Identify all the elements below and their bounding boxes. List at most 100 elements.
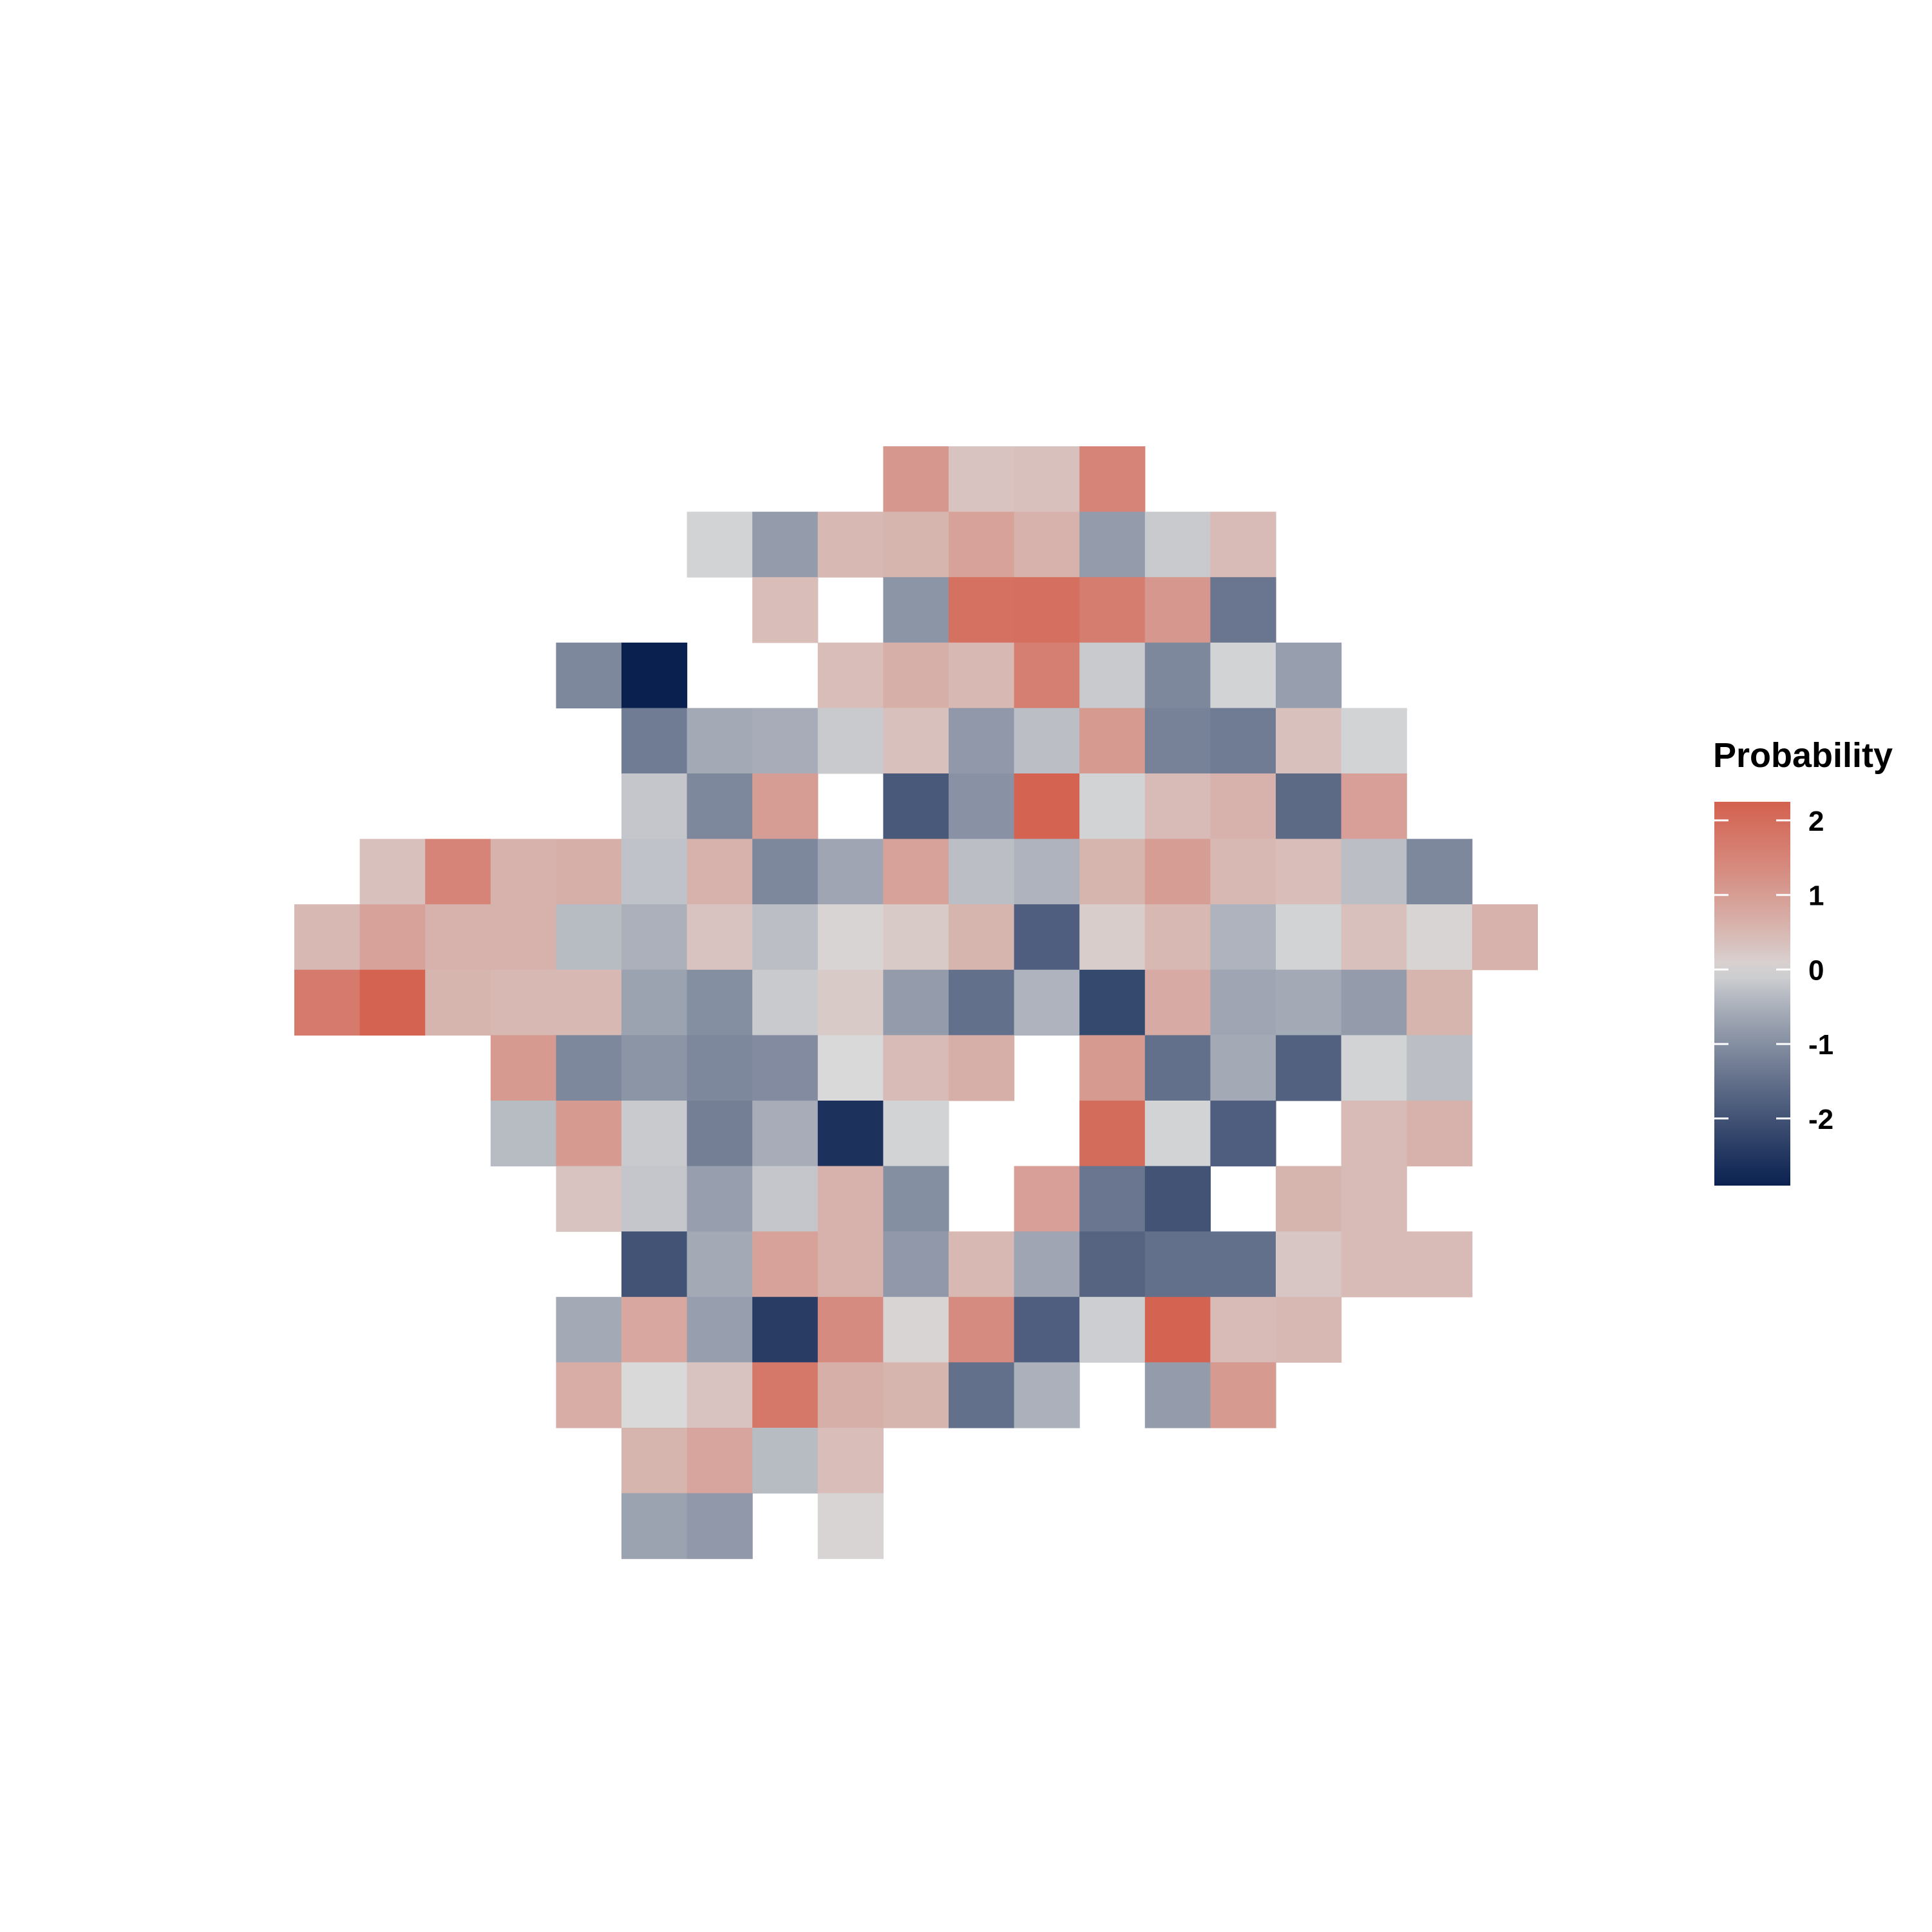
heatmap-cell: [883, 511, 949, 578]
heatmap-cell: [621, 773, 688, 840]
heatmap-cell: [1079, 1035, 1146, 1101]
heatmap-cell: [949, 969, 1015, 1036]
heatmap-cell: [1210, 1296, 1276, 1363]
heatmap-cell: [1406, 1101, 1473, 1167]
heatmap-cell: [752, 1035, 819, 1101]
heatmap-cell: [687, 1493, 753, 1559]
heatmap-cell: [294, 969, 361, 1036]
heatmap-cell: [1144, 708, 1211, 774]
heatmap-cell: [1276, 1296, 1342, 1363]
heatmap-cell: [883, 642, 949, 708]
heatmap-cell: [883, 773, 949, 840]
heatmap-cell: [817, 904, 884, 971]
heatmap-cell: [883, 577, 949, 643]
heatmap-cell: [1210, 1035, 1276, 1101]
heatmap-cell: [556, 969, 622, 1036]
heatmap-cell: [1276, 969, 1342, 1036]
heatmap-cell: [883, 1362, 949, 1428]
heatmap-cell: [687, 1362, 753, 1428]
heatmap-cell: [621, 1166, 688, 1232]
legend-ticks: 2 1 0 -1 -2: [1714, 806, 1833, 1135]
heatmap-cell: [883, 1101, 949, 1167]
heatmap-cell: [687, 1035, 753, 1101]
heatmap-cell: [687, 773, 753, 840]
heatmap-cell: [817, 1101, 884, 1167]
heatmap-cell: [1472, 904, 1538, 971]
heatmap-cell: [621, 1428, 688, 1494]
heatmap-cell: [556, 1166, 622, 1232]
heatmap-cell: [687, 1166, 753, 1232]
heatmap-cell: [490, 969, 556, 1036]
heatmap-cell: [949, 773, 1015, 840]
heatmap-cell: [1144, 969, 1211, 1036]
heatmap-cell: [1406, 969, 1473, 1036]
heatmap-cell: [883, 446, 949, 513]
heatmap-cell: [1406, 904, 1473, 971]
heatmap-cell: [687, 904, 753, 971]
heatmap-cell: [949, 446, 1015, 513]
heatmap-cell: [1406, 838, 1473, 905]
heatmap-cell: [752, 1101, 819, 1167]
heatmap-cell: [621, 708, 688, 774]
heatmap-cell: [621, 1101, 688, 1167]
legend-title: Probability: [1713, 736, 1893, 775]
heatmap-cell: [1276, 1231, 1342, 1298]
heatmap-cell: [949, 1362, 1015, 1428]
heatmap-cell: [949, 838, 1015, 905]
heatmap-cell: [1276, 1166, 1342, 1232]
heatmap-cell: [359, 838, 426, 905]
heatmap-cell: [949, 1296, 1015, 1363]
heatmap-cell: [817, 1362, 884, 1428]
heatmap-cell: [490, 904, 556, 971]
heatmap-cell: [883, 1035, 949, 1101]
heatmap-cell: [1144, 1231, 1211, 1298]
heatmap-cell: [817, 1231, 884, 1298]
heatmap-cell: [1079, 1166, 1146, 1232]
heatmap-cell: [1276, 1035, 1342, 1101]
heatmap-cell: [1014, 904, 1080, 971]
heatmap-cell: [687, 1296, 753, 1363]
heatmap-cell: [1144, 904, 1211, 971]
heatmap-cell: [556, 1362, 622, 1428]
heatmap-cell: [621, 1035, 688, 1101]
heatmap-cell: [817, 1428, 884, 1494]
heatmap-cell: [1406, 1035, 1473, 1101]
heatmap-cell: [817, 1493, 884, 1559]
heatmap-cell: [883, 969, 949, 1036]
heatmap-cell: [817, 969, 884, 1036]
heatmap-cell: [1406, 1231, 1473, 1298]
heatmap-cell: [556, 642, 622, 708]
heatmap-cell: [949, 1231, 1015, 1298]
heatmap-cell: [1276, 708, 1342, 774]
heatmap-cell: [817, 708, 884, 774]
heatmap-cell: [359, 969, 426, 1036]
heatmap-cell: [1144, 577, 1211, 643]
heatmap-cell: [1210, 1362, 1276, 1428]
legend-colorbar: [1714, 802, 1790, 1186]
legend-tick-label: 1: [1808, 880, 1824, 912]
heatmap-cell: [1341, 838, 1407, 905]
heatmap-cell: [752, 1362, 819, 1428]
heatmap-cell: [949, 511, 1015, 578]
heatmap-cell: [1276, 773, 1342, 840]
heatmap-cell: [1014, 642, 1080, 708]
heatmap-cell: [621, 642, 688, 708]
heatmap-cell: [621, 838, 688, 905]
heatmap-cell: [556, 1296, 622, 1363]
heatmap-cell: [1144, 838, 1211, 905]
heatmap-cell: [359, 904, 426, 971]
heatmap-cell: [949, 577, 1015, 643]
heatmap-cell: [1276, 642, 1342, 708]
heatmap-cell: [817, 1035, 884, 1101]
heatmap-cell: [817, 511, 884, 578]
heatmap-cell: [752, 773, 819, 840]
heatmap-cell: [1014, 446, 1080, 513]
heatmap-cell: [883, 1231, 949, 1298]
heatmap-cells: [294, 446, 1538, 1559]
heatmap-cell: [1210, 642, 1276, 708]
heatmap-cell: [752, 1166, 819, 1232]
heatmap-cell: [1341, 773, 1407, 840]
heatmap-cell: [1014, 511, 1080, 578]
heatmap-cell: [425, 838, 491, 905]
